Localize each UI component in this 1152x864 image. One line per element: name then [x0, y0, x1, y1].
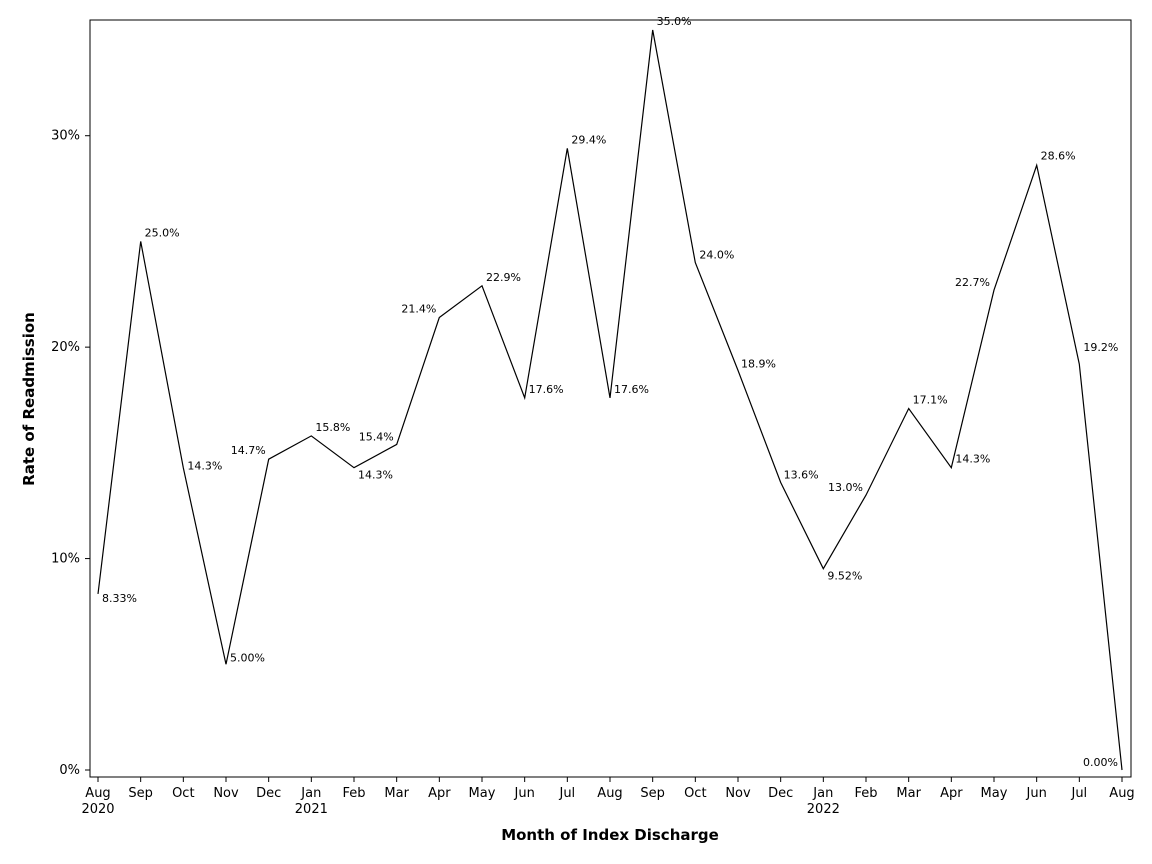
- x-tick-label: Jan: [812, 786, 833, 801]
- data-labels: 8.33% 25.0% 14.3% 5.00% 14.7% 15.8% 14.3% 15.4%…: [102, 15, 1118, 769]
- x-tick-label: Feb: [342, 786, 365, 801]
- x-tick-year-label: 2021: [295, 802, 328, 817]
- data-label: 18.9%: [741, 357, 776, 370]
- y-tick-label: 10%: [51, 552, 80, 567]
- x-tick-label: Feb: [854, 786, 877, 801]
- y-tick-label: 30%: [51, 129, 80, 144]
- data-label: 13.0%: [828, 481, 863, 494]
- data-label: 5.00%: [230, 651, 265, 664]
- data-label: 14.7%: [231, 444, 266, 457]
- x-tick-label: Aug: [85, 786, 110, 801]
- y-tick-label: 20%: [51, 340, 80, 355]
- y-axis-title: Rate of Readmission: [20, 312, 38, 486]
- data-label: 9.52%: [827, 570, 862, 583]
- y-tick-label: 0%: [59, 763, 80, 778]
- x-tick-label: Dec: [768, 786, 793, 801]
- data-label: 14.3%: [358, 469, 393, 482]
- x-tick-label: Oct: [172, 786, 194, 801]
- x-tick-label: Nov: [213, 786, 239, 801]
- data-label: 14.3%: [187, 460, 222, 473]
- data-label: 19.2%: [1083, 341, 1118, 354]
- data-label: 0.00%: [1083, 756, 1118, 769]
- data-label: 8.33%: [102, 592, 137, 605]
- data-label: 22.9%: [486, 271, 521, 284]
- data-label: 24.0%: [699, 249, 734, 262]
- x-tick-label: Aug: [1109, 786, 1134, 801]
- data-label: 15.4%: [359, 430, 394, 443]
- data-label: 14.3%: [955, 453, 990, 466]
- x-tick-label: Jul: [558, 786, 575, 801]
- y-axis: 0% 10% 20% 30%: [51, 129, 90, 778]
- data-label: 25.0%: [145, 226, 180, 239]
- x-tick-label: May: [981, 786, 1008, 801]
- data-label: 21.4%: [401, 303, 436, 316]
- x-tick-label: Nov: [725, 786, 751, 801]
- x-tick-label: Mar: [896, 786, 921, 801]
- x-tick-label: Apr: [940, 786, 963, 801]
- x-tick-label: Jun: [1026, 786, 1047, 801]
- x-tick-label: Sep: [640, 786, 665, 801]
- data-label: 28.6%: [1041, 149, 1076, 162]
- data-label: 17.6%: [529, 383, 564, 396]
- x-tick-label: Jul: [1070, 786, 1087, 801]
- x-tick-label: Aug: [597, 786, 622, 801]
- data-label: 35.0%: [657, 15, 692, 28]
- x-tick-label: Sep: [128, 786, 153, 801]
- data-label: 22.7%: [955, 276, 990, 289]
- x-tick-label: Mar: [384, 786, 409, 801]
- data-label: 29.4%: [571, 133, 606, 146]
- x-tick-year-label: 2020: [81, 802, 114, 817]
- x-tick-label: Jan: [300, 786, 321, 801]
- x-tick-label: Apr: [428, 786, 451, 801]
- x-tick-label: Jun: [514, 786, 535, 801]
- x-axis-title: Month of Index Discharge: [501, 826, 719, 844]
- x-tick-year-label: 2022: [807, 802, 840, 817]
- readmission-rate-line: [97, 29, 1123, 771]
- data-label: 17.1%: [913, 393, 948, 406]
- data-label: 17.6%: [614, 383, 649, 396]
- data-label: 13.6%: [784, 468, 819, 481]
- data-label: 15.8%: [315, 421, 350, 434]
- x-tick-label: Oct: [684, 786, 706, 801]
- x-tick-label: Dec: [256, 786, 281, 801]
- x-tick-label: May: [469, 786, 496, 801]
